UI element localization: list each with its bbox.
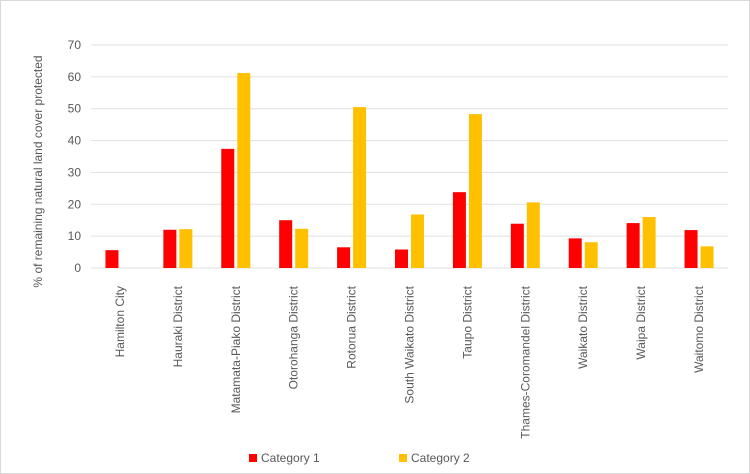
- x-tick-label: Waikato District: [576, 285, 590, 369]
- y-tick-label: 40: [68, 134, 82, 148]
- bar-category-1: [279, 220, 293, 268]
- legend-swatch: [399, 454, 407, 462]
- legend-swatch: [249, 454, 257, 462]
- x-tick-label: Taupo District: [460, 285, 474, 358]
- y-tick-label: 60: [68, 70, 82, 84]
- x-tick-label: Matamata-Piako District: [229, 285, 243, 413]
- bar-category-1: [510, 223, 524, 268]
- y-tick-label: 0: [74, 261, 81, 275]
- bar-category-2: [700, 246, 714, 268]
- bar-category-1: [105, 250, 119, 268]
- bar-category-1: [684, 230, 698, 268]
- bar-category-1: [163, 229, 177, 268]
- bar-category-1: [568, 238, 582, 268]
- bar-category-1: [626, 223, 640, 268]
- x-tick-label: South Waikato District: [403, 285, 417, 403]
- bar-category-2: [526, 202, 540, 268]
- y-tick-label: 70: [68, 38, 82, 52]
- bar-category-2: [584, 242, 598, 268]
- x-tick-label: Hamilton City: [113, 286, 127, 357]
- bar-category-2: [468, 114, 482, 268]
- bar-category-2: [642, 217, 656, 268]
- x-tick-label: Otorohanga District: [287, 285, 301, 389]
- y-axis-title: % of remaining natural land cover protec…: [31, 55, 45, 287]
- x-tick-label: Waipa District: [634, 285, 648, 359]
- bar-category-2: [353, 107, 367, 268]
- bar-category-2: [295, 228, 309, 268]
- bar-category-2: [179, 229, 193, 268]
- x-tick-label: Thames-Coromandel District: [518, 285, 532, 438]
- bar-category-1: [221, 148, 235, 268]
- legend-label: Category 1: [261, 451, 320, 465]
- y-tick-label: 50: [68, 102, 82, 116]
- bar-category-1: [337, 247, 351, 268]
- x-tick-label: Rotorua District: [345, 285, 359, 368]
- bar-category-1: [395, 249, 408, 268]
- bar-category-2: [237, 73, 251, 268]
- legend-label: Category 2: [411, 451, 470, 465]
- bar-category-2: [411, 214, 424, 268]
- y-tick-label: 30: [68, 165, 82, 179]
- y-tick-label: 10: [68, 229, 82, 243]
- x-tick-label: Waitomo District: [692, 285, 706, 373]
- x-tick-label: Hauraki District: [171, 285, 185, 367]
- bar-category-1: [452, 192, 466, 268]
- y-tick-label: 20: [68, 197, 82, 211]
